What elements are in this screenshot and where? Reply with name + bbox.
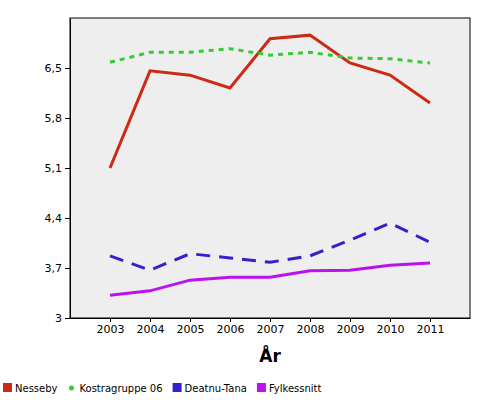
y-tick-mark xyxy=(65,168,70,169)
x-tick-mark xyxy=(270,318,271,322)
x-tick: 2003 xyxy=(97,318,125,336)
series-line xyxy=(110,35,430,168)
x-axis-title: År xyxy=(259,344,281,366)
legend-label: Deatnu-Tana xyxy=(185,383,247,394)
x-tick-mark xyxy=(390,318,391,322)
y-tick-mark xyxy=(65,218,70,219)
x-tick-label: 2004 xyxy=(137,323,165,336)
y-tick-mark xyxy=(65,68,70,69)
y-tick: 3,7 xyxy=(45,262,71,275)
x-tick-mark xyxy=(190,318,191,322)
legend-swatch xyxy=(69,386,74,391)
y-tick-label: 3 xyxy=(55,312,62,325)
x-tick: 2010 xyxy=(377,318,405,336)
x-tick-mark xyxy=(430,318,431,322)
lines xyxy=(110,35,430,295)
legend-item: Fylkessnitt xyxy=(257,383,322,394)
legend-label: Nesseby xyxy=(15,383,58,394)
x-tick-label: 2010 xyxy=(377,323,405,336)
x-tick: 2011 xyxy=(417,318,445,336)
y-tick-mark xyxy=(65,118,70,119)
series-line xyxy=(110,263,430,295)
x-tick: 2006 xyxy=(217,318,245,336)
x-tick-label: 2008 xyxy=(297,323,325,336)
x-tick: 2007 xyxy=(257,318,285,336)
y-tick: 5,8 xyxy=(45,112,71,125)
legend-label: Fylkessnitt xyxy=(269,383,322,394)
x-tick-label: 2009 xyxy=(337,323,365,336)
legend-item: Nesseby xyxy=(3,383,58,394)
x-tick-mark xyxy=(310,318,311,322)
x-tick-label: 2005 xyxy=(177,323,205,336)
legend-swatch xyxy=(257,383,266,392)
chart: 3 3,7 4,4 5,1 5,8 6,5 2003 2004 2005 2006 2007 2008… xyxy=(0,0,500,400)
y-tick-label: 5,8 xyxy=(45,112,63,125)
y-tick-label: 4,4 xyxy=(45,212,63,225)
x-tick-label: 2006 xyxy=(217,323,245,336)
y-tick-mark xyxy=(65,318,70,319)
plot-background xyxy=(70,18,470,318)
x-tick-mark xyxy=(150,318,151,322)
y-tick-label: 3,7 xyxy=(45,262,63,275)
y-tick: 4,4 xyxy=(45,212,71,225)
y-tick: 6,5 xyxy=(45,62,71,75)
legend-swatch xyxy=(3,383,12,392)
x-tick-mark xyxy=(110,318,111,322)
x-tick-label: 2007 xyxy=(257,323,285,336)
y-tick-label: 5,1 xyxy=(45,162,63,175)
y-tick-mark xyxy=(65,268,70,269)
y-tick: 5,1 xyxy=(45,162,71,175)
legend-swatch xyxy=(173,383,182,392)
x-tick: 2008 xyxy=(297,318,325,336)
x-tick-label: 2003 xyxy=(97,323,125,336)
x-tick: 2009 xyxy=(337,318,365,336)
x-tick-mark xyxy=(230,318,231,322)
plot-frame xyxy=(70,18,470,318)
legend: Nesseby Kostragruppe 06 Deatnu-Tana Fylkess… xyxy=(3,383,321,394)
series-line xyxy=(110,49,430,63)
legend-item: Deatnu-Tana xyxy=(173,383,247,394)
y-axis: 3 3,7 4,4 5,1 5,8 6,5 xyxy=(45,19,71,326)
legend-label: Kostragruppe 06 xyxy=(79,383,162,394)
y-tick-label: 6,5 xyxy=(45,62,63,75)
y-axis-line xyxy=(70,19,71,319)
x-tick: 2004 xyxy=(137,318,165,336)
series-line xyxy=(110,223,430,270)
x-axis: 2003 2004 2005 2006 2007 2008 2009 2010 2011 xyxy=(71,318,471,336)
x-tick-label: 2011 xyxy=(417,323,445,336)
legend-item: Kostragruppe 06 xyxy=(69,383,163,394)
x-tick: 2005 xyxy=(177,318,205,336)
y-tick: 3 xyxy=(55,312,70,325)
x-tick-mark xyxy=(350,318,351,322)
